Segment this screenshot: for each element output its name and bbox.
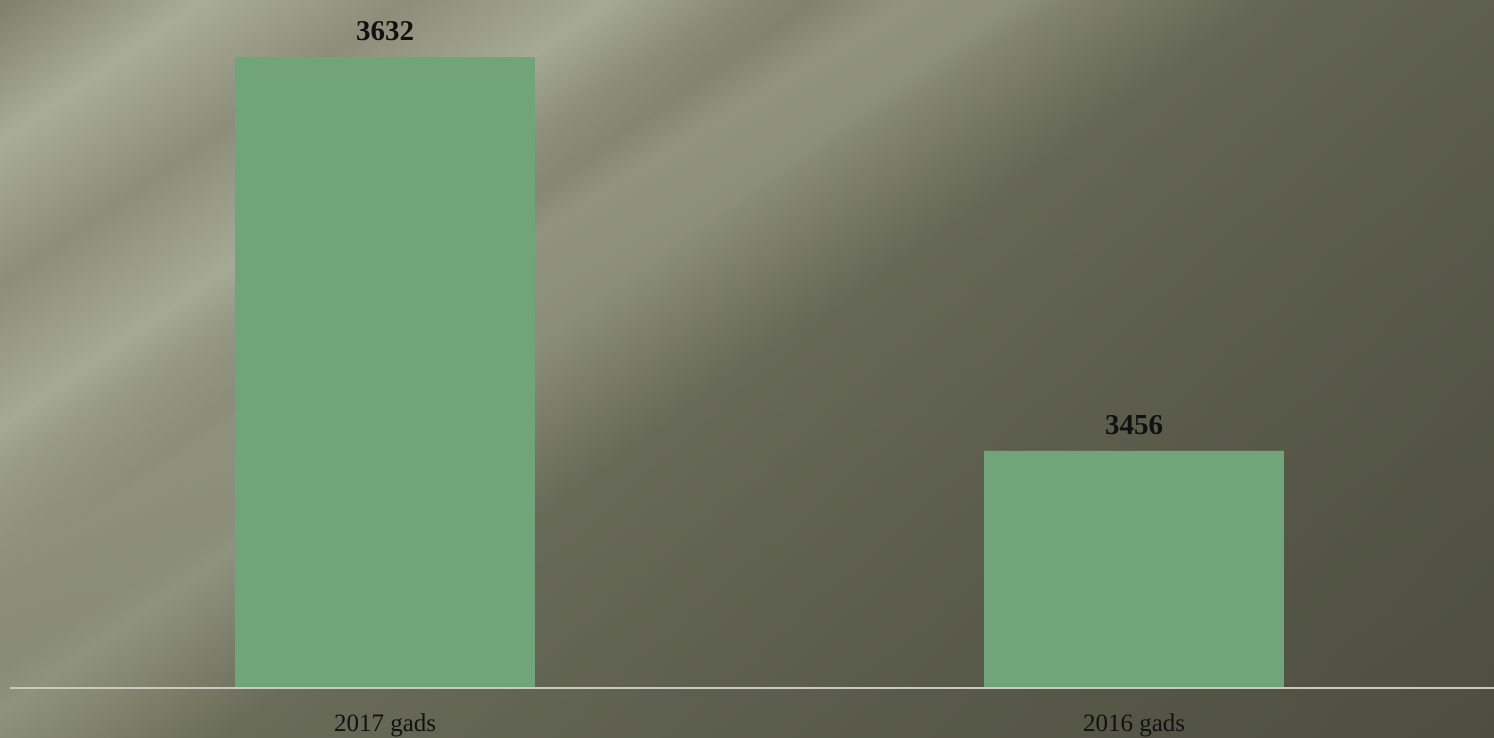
data-label-2016-gads: 3456 [1105, 409, 1163, 441]
bars-layer [235, 57, 1284, 688]
bar-2017-gads [235, 57, 535, 688]
bar-2016-gads [984, 450, 1284, 688]
labels-layer: 3632 2017 gads 3456 2016 gads [334, 15, 1185, 737]
data-label-2017-gads: 3632 [356, 15, 414, 47]
x-tick-label-2017-gads: 2017 gads [334, 710, 436, 737]
x-tick-label-2016-gads: 2016 gads [1083, 710, 1185, 737]
